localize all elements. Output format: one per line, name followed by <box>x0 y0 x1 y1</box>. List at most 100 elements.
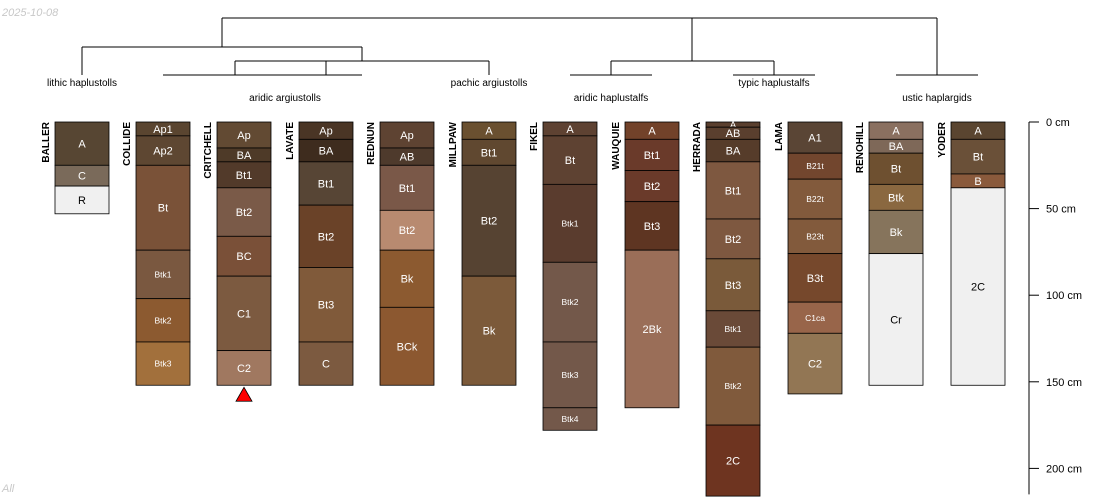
horizon-herrada-bt3 <box>705 258 761 312</box>
horizon-label: Bt1 <box>725 185 742 197</box>
horizon-label: Bt1 <box>481 147 498 159</box>
profile-yoder: YODER A Bt B 2C <box>937 121 1006 386</box>
horizon-label: C1 <box>237 308 251 320</box>
horizon-lavate-bt1 <box>298 161 354 206</box>
depth-axis: 0 cm 50 cm 100 cm 150 cm 200 cm <box>1028 117 1082 495</box>
horizon-label: Btk3 <box>154 359 171 369</box>
horizon-label: Bt2 <box>236 207 253 219</box>
profile-name-lavate: LAVATE <box>285 122 296 160</box>
horizon-collide-btk1 <box>135 249 191 300</box>
horizon-label: Bt2 <box>481 216 498 228</box>
horizon-label: Btk1 <box>561 218 578 228</box>
horizon-herrada-bt1 <box>705 161 761 220</box>
horizon-label: A <box>730 120 737 131</box>
horizon-lama-c1ca <box>787 301 843 334</box>
group-label-aridic-argiustolls: aridic argiustolls <box>249 93 321 104</box>
horizon-herrada-bt2 <box>705 218 761 260</box>
horizon-label: Bt3 <box>318 300 335 312</box>
profile-name-collide: COLLIDE <box>122 122 133 166</box>
horizon-label: Bt3 <box>644 221 661 233</box>
profile-renohill: RENOHILL A BA Bt Btk Bk Cr <box>855 121 924 386</box>
horizon-label: Bk <box>483 326 496 338</box>
horizon-lama-b23t <box>787 218 843 255</box>
horizon-wauquie-bt1 <box>624 138 680 171</box>
horizon-herrada-btk2 <box>705 346 761 426</box>
profile-millpaw: MILLPAW A Bt1 Bt2 Bk <box>448 121 517 386</box>
horizon-label: A <box>648 126 656 138</box>
horizon-label: Bt1 <box>399 183 416 195</box>
profile-fikel: FIKEL A Bt Btk1 Btk2 Btk3 Btk4 <box>529 121 598 431</box>
horizon-baller-r <box>54 185 110 215</box>
profile-baller: BALLER A CR <box>41 121 110 215</box>
depth-tick-label: 0 cm <box>1046 117 1070 129</box>
horizon-label: AB <box>726 128 741 140</box>
horizon-renohill-bt <box>868 152 924 185</box>
group-label-lithic-haplustolls: lithic haplustolls <box>47 78 117 89</box>
horizon-label: Bt2 <box>725 234 742 246</box>
horizon-label: BA <box>319 146 334 158</box>
horizon-collide-bt <box>135 164 191 251</box>
horizon-label: Btk1 <box>154 269 171 279</box>
horizon-baller-a <box>54 121 110 166</box>
horizon-collide-ap2 <box>135 135 191 166</box>
horizon-label: C <box>322 359 330 371</box>
profile-name-fikel: FIKEL <box>529 122 540 151</box>
profile-wauquie: WAUQUIE A Bt1 Bt2 Bt3 2Bk <box>611 121 680 409</box>
horizon-label: Bt2 <box>318 231 335 243</box>
horizon-lavate-bt3 <box>298 267 354 343</box>
profile-name-baller: BALLER <box>41 121 52 162</box>
horizon-rednun-bt1 <box>379 164 435 211</box>
profile-name-millpaw: MILLPAW <box>448 121 459 167</box>
horizon-critchell-c2 <box>216 350 272 386</box>
horizon-critchell-bt1 <box>216 161 272 189</box>
horizon-label: R <box>78 195 86 207</box>
horizon-label: Bt <box>158 203 168 215</box>
horizon-label: Bt2 <box>399 225 416 237</box>
horizon-label: BA <box>889 141 904 153</box>
horizon-label: BCk <box>397 341 418 353</box>
horizon-rednun-bck <box>379 306 435 386</box>
horizon-label: Btk <box>888 192 904 204</box>
profile-lama: LAMA A1 B21t B22t B23t B3t C1ca C2 <box>774 121 843 395</box>
horizon-label: B21t <box>806 161 824 171</box>
horizon-lavate-bt2 <box>298 204 354 268</box>
horizon-label: 2C <box>971 282 985 294</box>
horizon-label: A <box>485 126 493 138</box>
horizon-label: Ap <box>400 130 413 142</box>
horizon-label: B22t <box>806 194 824 204</box>
horizon-critchell-bt2 <box>216 187 272 237</box>
horizon-label: Btk2 <box>561 297 578 307</box>
horizon-renohill-btk <box>868 183 924 211</box>
horizon-label: 2Bk <box>643 324 662 336</box>
profile-name-wauquie: WAUQUIE <box>611 122 622 170</box>
horizon-fikel-btk1 <box>542 183 598 263</box>
horizon-label: Btk4 <box>561 414 578 424</box>
horizon-critchell-ap <box>216 121 272 149</box>
horizon-yoder-bt <box>950 138 1006 175</box>
depth-tick-label: 100 cm <box>1046 290 1082 302</box>
horizon-label: Btk2 <box>154 315 171 325</box>
depth-tick-label: 200 cm <box>1046 463 1082 475</box>
horizon-label: A1 <box>808 133 821 145</box>
horizon-label: B3t <box>807 273 824 285</box>
horizon-label: AB <box>400 152 415 164</box>
horizon-label: Bt3 <box>725 280 742 292</box>
horizon-critchell-bc <box>216 235 272 277</box>
horizon-label: B23t <box>806 231 824 241</box>
profile-name-renohill: RENOHILL <box>855 122 866 173</box>
horizon-label: Bt <box>891 164 901 176</box>
horizon-label: C1ca <box>805 313 825 323</box>
horizon-lavate-c <box>298 341 354 386</box>
horizon-lama-c2 <box>787 332 843 395</box>
horizon-lama-b21t <box>787 152 843 180</box>
horizon-label: C <box>78 171 86 183</box>
horizon-label: Cr <box>890 314 902 326</box>
horizon-label: Bt1 <box>236 170 253 182</box>
horizon-label: Btk1 <box>724 324 741 334</box>
horizon-collide-btk3 <box>135 341 191 386</box>
horizon-label: Btk3 <box>561 370 578 380</box>
horizon-collide-btk2 <box>135 298 191 343</box>
dendrogram <box>81 17 978 76</box>
horizon-label: BC <box>236 251 251 263</box>
